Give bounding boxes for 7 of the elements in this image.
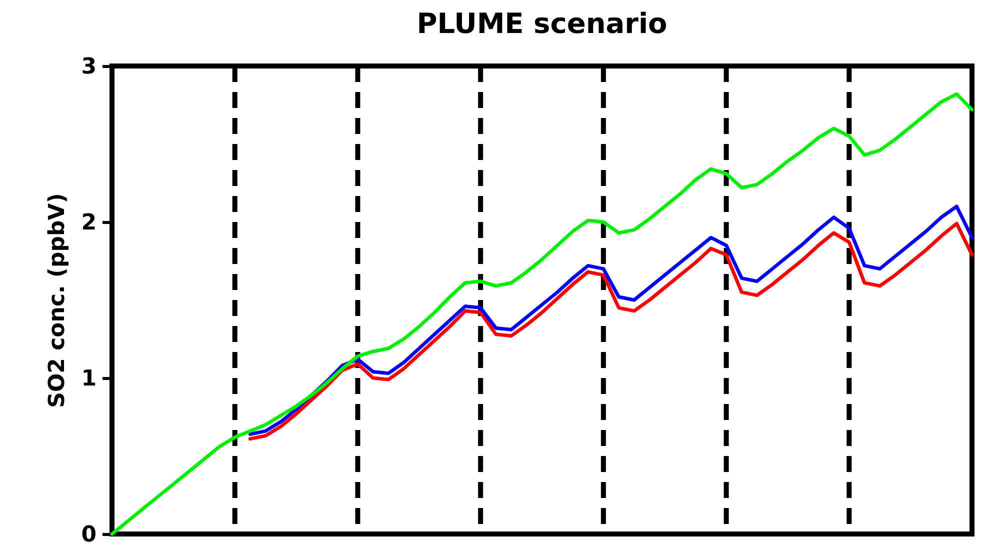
y-tick-label: 0 <box>81 522 96 548</box>
chart-title: PLUME scenario <box>416 7 668 40</box>
y-tick-label: 3 <box>81 54 96 80</box>
y-tick-label: 1 <box>81 366 96 392</box>
y-axis-title: SO2 conc. (ppbV) <box>45 193 70 408</box>
line-series <box>110 92 974 536</box>
y-tick-label: 2 <box>81 210 96 236</box>
